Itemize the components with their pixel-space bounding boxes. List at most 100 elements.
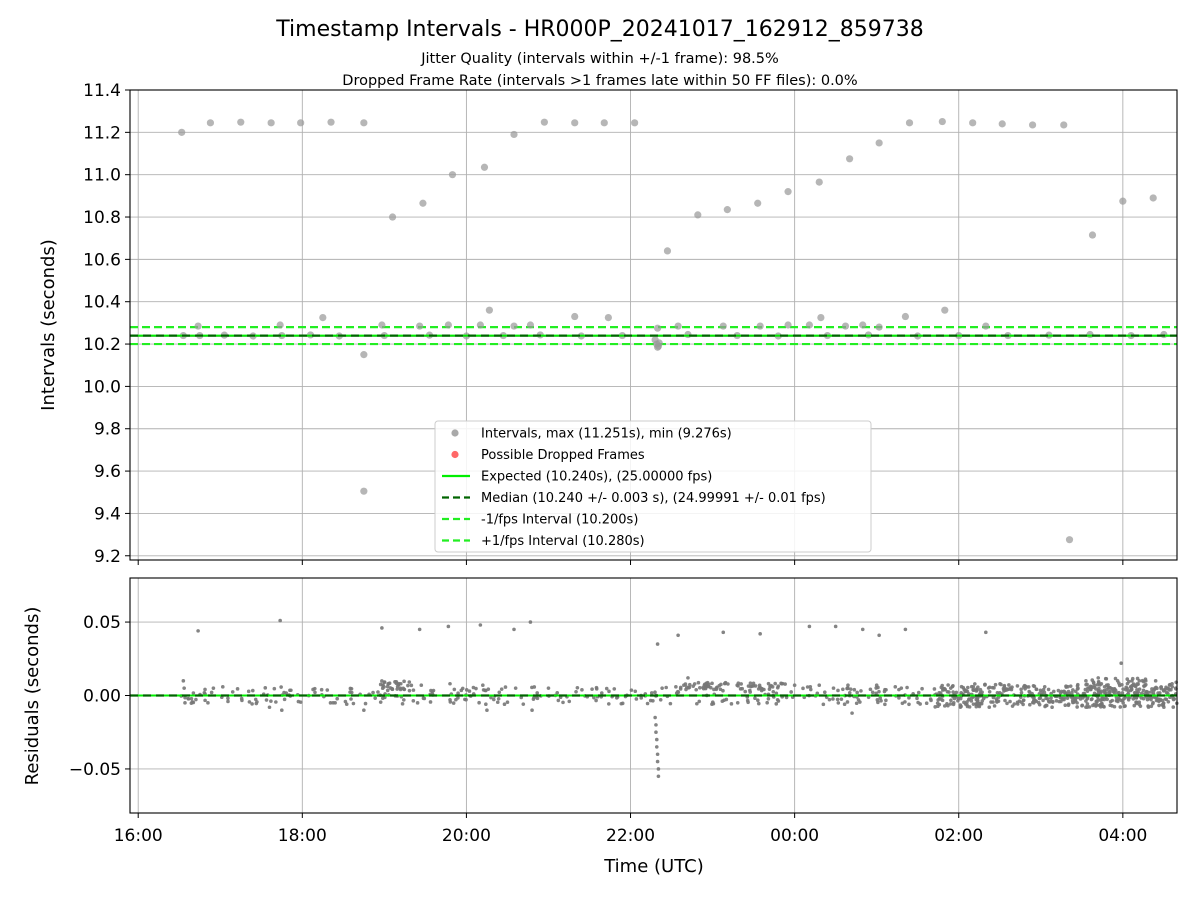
- residual-point: [592, 695, 596, 700]
- residual-point: [1070, 695, 1074, 700]
- residual-point: [181, 679, 186, 683]
- x-tick-label: 22:00: [606, 826, 655, 846]
- residual-point: [1037, 696, 1042, 701]
- residual-point: [448, 681, 452, 686]
- y-tick-label: 10.6: [83, 250, 121, 270]
- y-tick-label: 10.2: [83, 335, 121, 355]
- residual-point: [464, 697, 468, 702]
- residual-point: [279, 708, 284, 712]
- residual-point: [773, 681, 777, 686]
- residual-point: [1096, 676, 1101, 680]
- residual-point: [1049, 696, 1053, 700]
- residual-point: [856, 698, 861, 702]
- residual-point: [1170, 684, 1175, 689]
- residual-point: [1012, 702, 1017, 706]
- interval-point: [360, 487, 368, 495]
- residual-point: [344, 702, 349, 706]
- residual-point: [1056, 688, 1061, 693]
- residual-point: [1033, 698, 1037, 703]
- interval-point: [448, 171, 457, 179]
- residual-point: [1021, 702, 1025, 707]
- residual-point: [897, 696, 901, 700]
- residual-point: [987, 689, 992, 694]
- residual-point: [1084, 679, 1088, 683]
- residual-point: [827, 697, 832, 702]
- intervals-y-axis-label: Intervals (seconds): [38, 239, 59, 411]
- residual-point: [629, 688, 634, 692]
- residual-point: [899, 686, 904, 690]
- residual-point: [932, 687, 937, 691]
- residual-point: [903, 700, 907, 704]
- residual-point: [246, 689, 251, 694]
- residual-point: [1163, 697, 1168, 701]
- residual-point: [226, 696, 230, 701]
- residual-point: [845, 686, 850, 691]
- residual-point: [1071, 700, 1075, 705]
- residual-point: [750, 684, 754, 688]
- residual-point: [1034, 687, 1039, 692]
- residual-point: [505, 700, 510, 705]
- residual-point: [973, 682, 977, 686]
- residual-point: [850, 711, 854, 715]
- residual-point: [836, 688, 840, 693]
- residual-point: [1041, 698, 1045, 703]
- residual-point: [1028, 702, 1032, 707]
- residual-point: [653, 715, 657, 720]
- y-tick-label: 11.4: [83, 81, 121, 101]
- residual-point: [1152, 687, 1157, 691]
- residual-point: [235, 687, 240, 691]
- residual-point: [805, 685, 810, 689]
- residual-point: [933, 705, 937, 709]
- x-tick-label: 00:00: [770, 826, 819, 846]
- residual-point: [209, 690, 214, 695]
- residual-point: [1112, 704, 1117, 709]
- residual-point: [417, 627, 422, 632]
- residual-point: [1084, 699, 1088, 703]
- residual-point: [451, 701, 456, 705]
- residual-point: [1157, 703, 1161, 708]
- residual-point: [378, 700, 383, 704]
- residual-point: [247, 700, 252, 704]
- residual-point: [183, 701, 187, 705]
- residual-point: [454, 697, 458, 702]
- residual-point: [987, 705, 992, 710]
- residual-point: [918, 702, 922, 706]
- residual-point: [1019, 687, 1023, 692]
- interval-point: [419, 199, 427, 207]
- residual-point: [599, 691, 604, 695]
- residual-point: [874, 691, 878, 696]
- residual-point: [385, 688, 390, 693]
- residual-point: [1147, 696, 1152, 701]
- residual-point: [521, 702, 526, 706]
- residual-point: [958, 705, 963, 709]
- residual-point: [756, 698, 760, 702]
- residual-point: [651, 698, 655, 703]
- residual-point: [740, 686, 745, 691]
- residual-point: [762, 687, 766, 692]
- residual-point: [975, 698, 980, 703]
- interval-point: [859, 321, 867, 329]
- residual-point: [477, 700, 481, 705]
- y-tick-label: 0.05: [83, 613, 121, 633]
- residual-point: [936, 704, 940, 709]
- residual-point: [467, 689, 472, 693]
- residual-point: [313, 690, 317, 695]
- residual-point: [380, 626, 384, 630]
- residual-point: [710, 681, 714, 686]
- residual-point: [400, 702, 405, 706]
- interval-point: [817, 313, 825, 322]
- x-tick-label: 18:00: [278, 826, 327, 846]
- residual-point: [839, 697, 844, 701]
- residual-point: [821, 702, 826, 707]
- residual-point: [1137, 702, 1142, 707]
- residual-point: [682, 683, 686, 688]
- residual-point: [203, 698, 207, 703]
- interval-point: [655, 339, 663, 347]
- interval-point: [540, 118, 548, 126]
- legend-entry-label: +1/fps Interval (10.280s): [481, 534, 645, 549]
- interval-point: [480, 163, 489, 171]
- residual-point: [907, 702, 911, 707]
- residual-point: [272, 686, 277, 691]
- residual-point: [483, 688, 487, 693]
- y-tick-label: 9.2: [94, 547, 121, 567]
